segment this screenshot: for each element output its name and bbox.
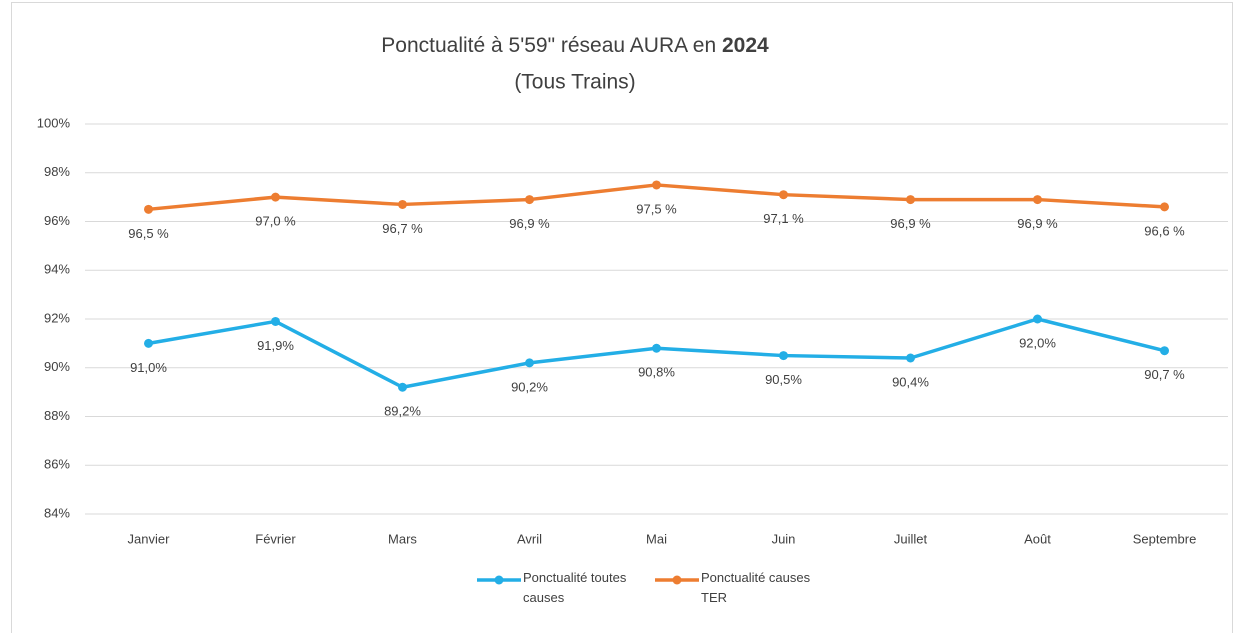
- x-tick-label: Mai: [646, 531, 667, 546]
- x-tick-label: Janvier: [128, 531, 171, 546]
- data-label: 97,5 %: [636, 201, 677, 216]
- y-tick-label: 90%: [44, 359, 70, 374]
- data-point: [652, 343, 661, 353]
- data-label: 90,7 %: [1144, 367, 1185, 382]
- y-tick-label: 86%: [44, 457, 70, 472]
- x-tick-label: Avril: [517, 531, 542, 546]
- data-label: 96,6 %: [1144, 223, 1185, 238]
- data-point: [779, 190, 788, 200]
- y-tick-label: 88%: [44, 408, 70, 423]
- data-point: [525, 195, 534, 205]
- x-tick-label: Septembre: [1133, 531, 1197, 546]
- y-tick-label: 96%: [44, 213, 70, 228]
- x-tick-label: Juin: [772, 531, 796, 546]
- data-point: [525, 358, 534, 368]
- data-label: 90,8%: [638, 365, 675, 380]
- data-point: [398, 199, 407, 209]
- title-year: 2024: [722, 34, 769, 57]
- legend-marker: [494, 575, 504, 585]
- data-label: 97,0 %: [255, 214, 296, 229]
- data-point: [1033, 195, 1042, 205]
- x-tick-label: Février: [255, 531, 296, 546]
- data-point: [1160, 202, 1169, 212]
- y-tick-label: 92%: [44, 310, 70, 325]
- legend-marker: [672, 575, 682, 585]
- y-tick-label: 98%: [44, 164, 70, 179]
- data-label: 91,0%: [130, 360, 167, 375]
- legend-label: Ponctualité toutes causes: [523, 570, 627, 605]
- chart-border: [11, 2, 1233, 633]
- data-point: [906, 195, 915, 205]
- chart-subtitle: (Tous Trains): [514, 71, 635, 94]
- data-point: [271, 316, 280, 326]
- data-point: [1160, 346, 1169, 356]
- data-point: [271, 192, 280, 202]
- data-point: [144, 338, 153, 348]
- data-point: [779, 351, 788, 361]
- x-tick-label: Août: [1024, 531, 1051, 546]
- data-label: 90,2%: [511, 379, 548, 394]
- y-tick-label: 84%: [44, 505, 70, 520]
- data-label: 91,9%: [257, 338, 294, 353]
- legend-label: Ponctualité causes TER: [701, 570, 811, 605]
- data-label: 96,9 %: [890, 216, 931, 231]
- data-label: 96,9 %: [1017, 216, 1058, 231]
- data-label: 89,2%: [384, 404, 421, 419]
- data-point: [652, 180, 661, 190]
- data-label: 96,5 %: [128, 226, 169, 241]
- data-point: [1033, 314, 1042, 324]
- data-label: 97,1 %: [763, 211, 804, 226]
- data-label: 90,5%: [765, 372, 802, 387]
- x-tick-label: Juillet: [894, 531, 928, 546]
- data-label: 96,9 %: [509, 216, 550, 231]
- data-label: 90,4%: [892, 374, 929, 389]
- data-label: 96,7 %: [382, 221, 423, 236]
- y-tick-label: 100%: [37, 115, 71, 130]
- data-point: [398, 382, 407, 392]
- data-point: [906, 353, 915, 363]
- chart-title: Ponctualité à 5'59" réseau AURA en 2024: [381, 34, 769, 57]
- data-label: 92,0%: [1019, 335, 1056, 350]
- data-point: [144, 204, 153, 214]
- title-main: Ponctualité à 5'59" réseau AURA en: [381, 34, 722, 57]
- x-tick-label: Mars: [388, 531, 417, 546]
- y-tick-label: 94%: [44, 262, 70, 277]
